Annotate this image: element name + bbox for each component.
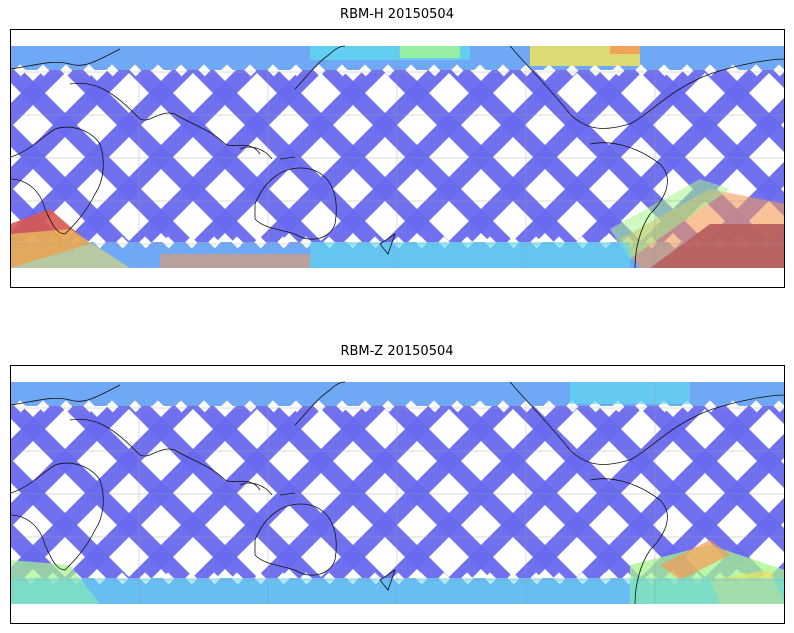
graticule — [10, 46, 785, 268]
satellite-tracks — [10, 46, 785, 268]
map-panel-rbm-z — [10, 365, 785, 624]
map-title-rbm-h: RBM-H 20150504 — [340, 7, 454, 22]
map-frame — [10, 365, 785, 624]
map-frame — [10, 29, 785, 288]
graticule — [10, 382, 785, 604]
map-panel-rbm-h — [10, 29, 785, 288]
map-title-rbm-z: RBM-Z 20150504 — [340, 344, 454, 359]
coastlines — [10, 381, 785, 605]
satellite-tracks — [10, 382, 785, 604]
coastlines — [10, 45, 785, 269]
